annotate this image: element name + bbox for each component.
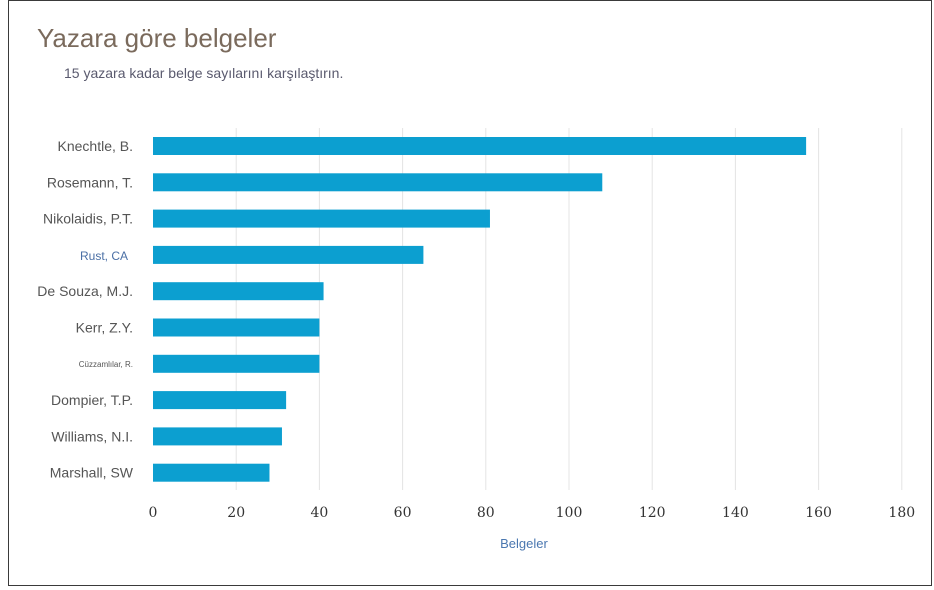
- category-label: Kerr, Z.Y.: [76, 320, 133, 336]
- bars: [153, 137, 807, 482]
- chart-subtitle: 15 yazara kadar belge sayılarını karşıla…: [64, 65, 344, 81]
- bar: [153, 354, 320, 373]
- bar: [153, 318, 320, 337]
- x-tick-label: 180: [888, 505, 915, 521]
- bar: [153, 463, 270, 482]
- bar: [153, 282, 324, 301]
- x-tick-label: 80: [477, 505, 495, 521]
- chart-title: Yazara göre belgeler: [37, 23, 277, 53]
- bar: [153, 173, 603, 192]
- x-tick-label: 60: [394, 505, 412, 521]
- category-label: Knechtle, B.: [58, 138, 134, 154]
- x-tick-label: 140: [722, 505, 749, 521]
- x-tick-label: 160: [805, 505, 832, 521]
- x-axis-title: Belgeler: [500, 536, 548, 551]
- bar: [153, 245, 424, 264]
- x-tick-labels: 0 20 40 60 80 100 120 140 160 180: [149, 505, 916, 521]
- bar: [153, 391, 287, 410]
- x-tick-label: 0: [149, 505, 158, 521]
- category-label: Cüzzamlılar, R.: [79, 360, 133, 369]
- category-label: Nikolaidis, P.T.: [43, 211, 133, 227]
- bar: [153, 427, 282, 446]
- category-label: De Souza, M.J.: [37, 283, 133, 299]
- bar: [153, 209, 490, 228]
- category-label: Dompier, T.P.: [51, 392, 133, 408]
- category-labels: Knechtle, B. Rosemann, T. Nikolaidis, P.T.…: [37, 138, 133, 481]
- x-tick-label: 40: [310, 505, 328, 521]
- x-tick-label: 20: [227, 505, 245, 521]
- x-tick-label: 120: [639, 505, 666, 521]
- category-label: Rosemann, T.: [47, 174, 133, 190]
- bar: [153, 137, 807, 155]
- x-tick-label: 100: [556, 505, 583, 521]
- category-label: Rust, CA: [80, 249, 128, 263]
- category-label: Marshall, SW: [50, 465, 134, 481]
- category-label: Williams, N.I.: [51, 428, 133, 444]
